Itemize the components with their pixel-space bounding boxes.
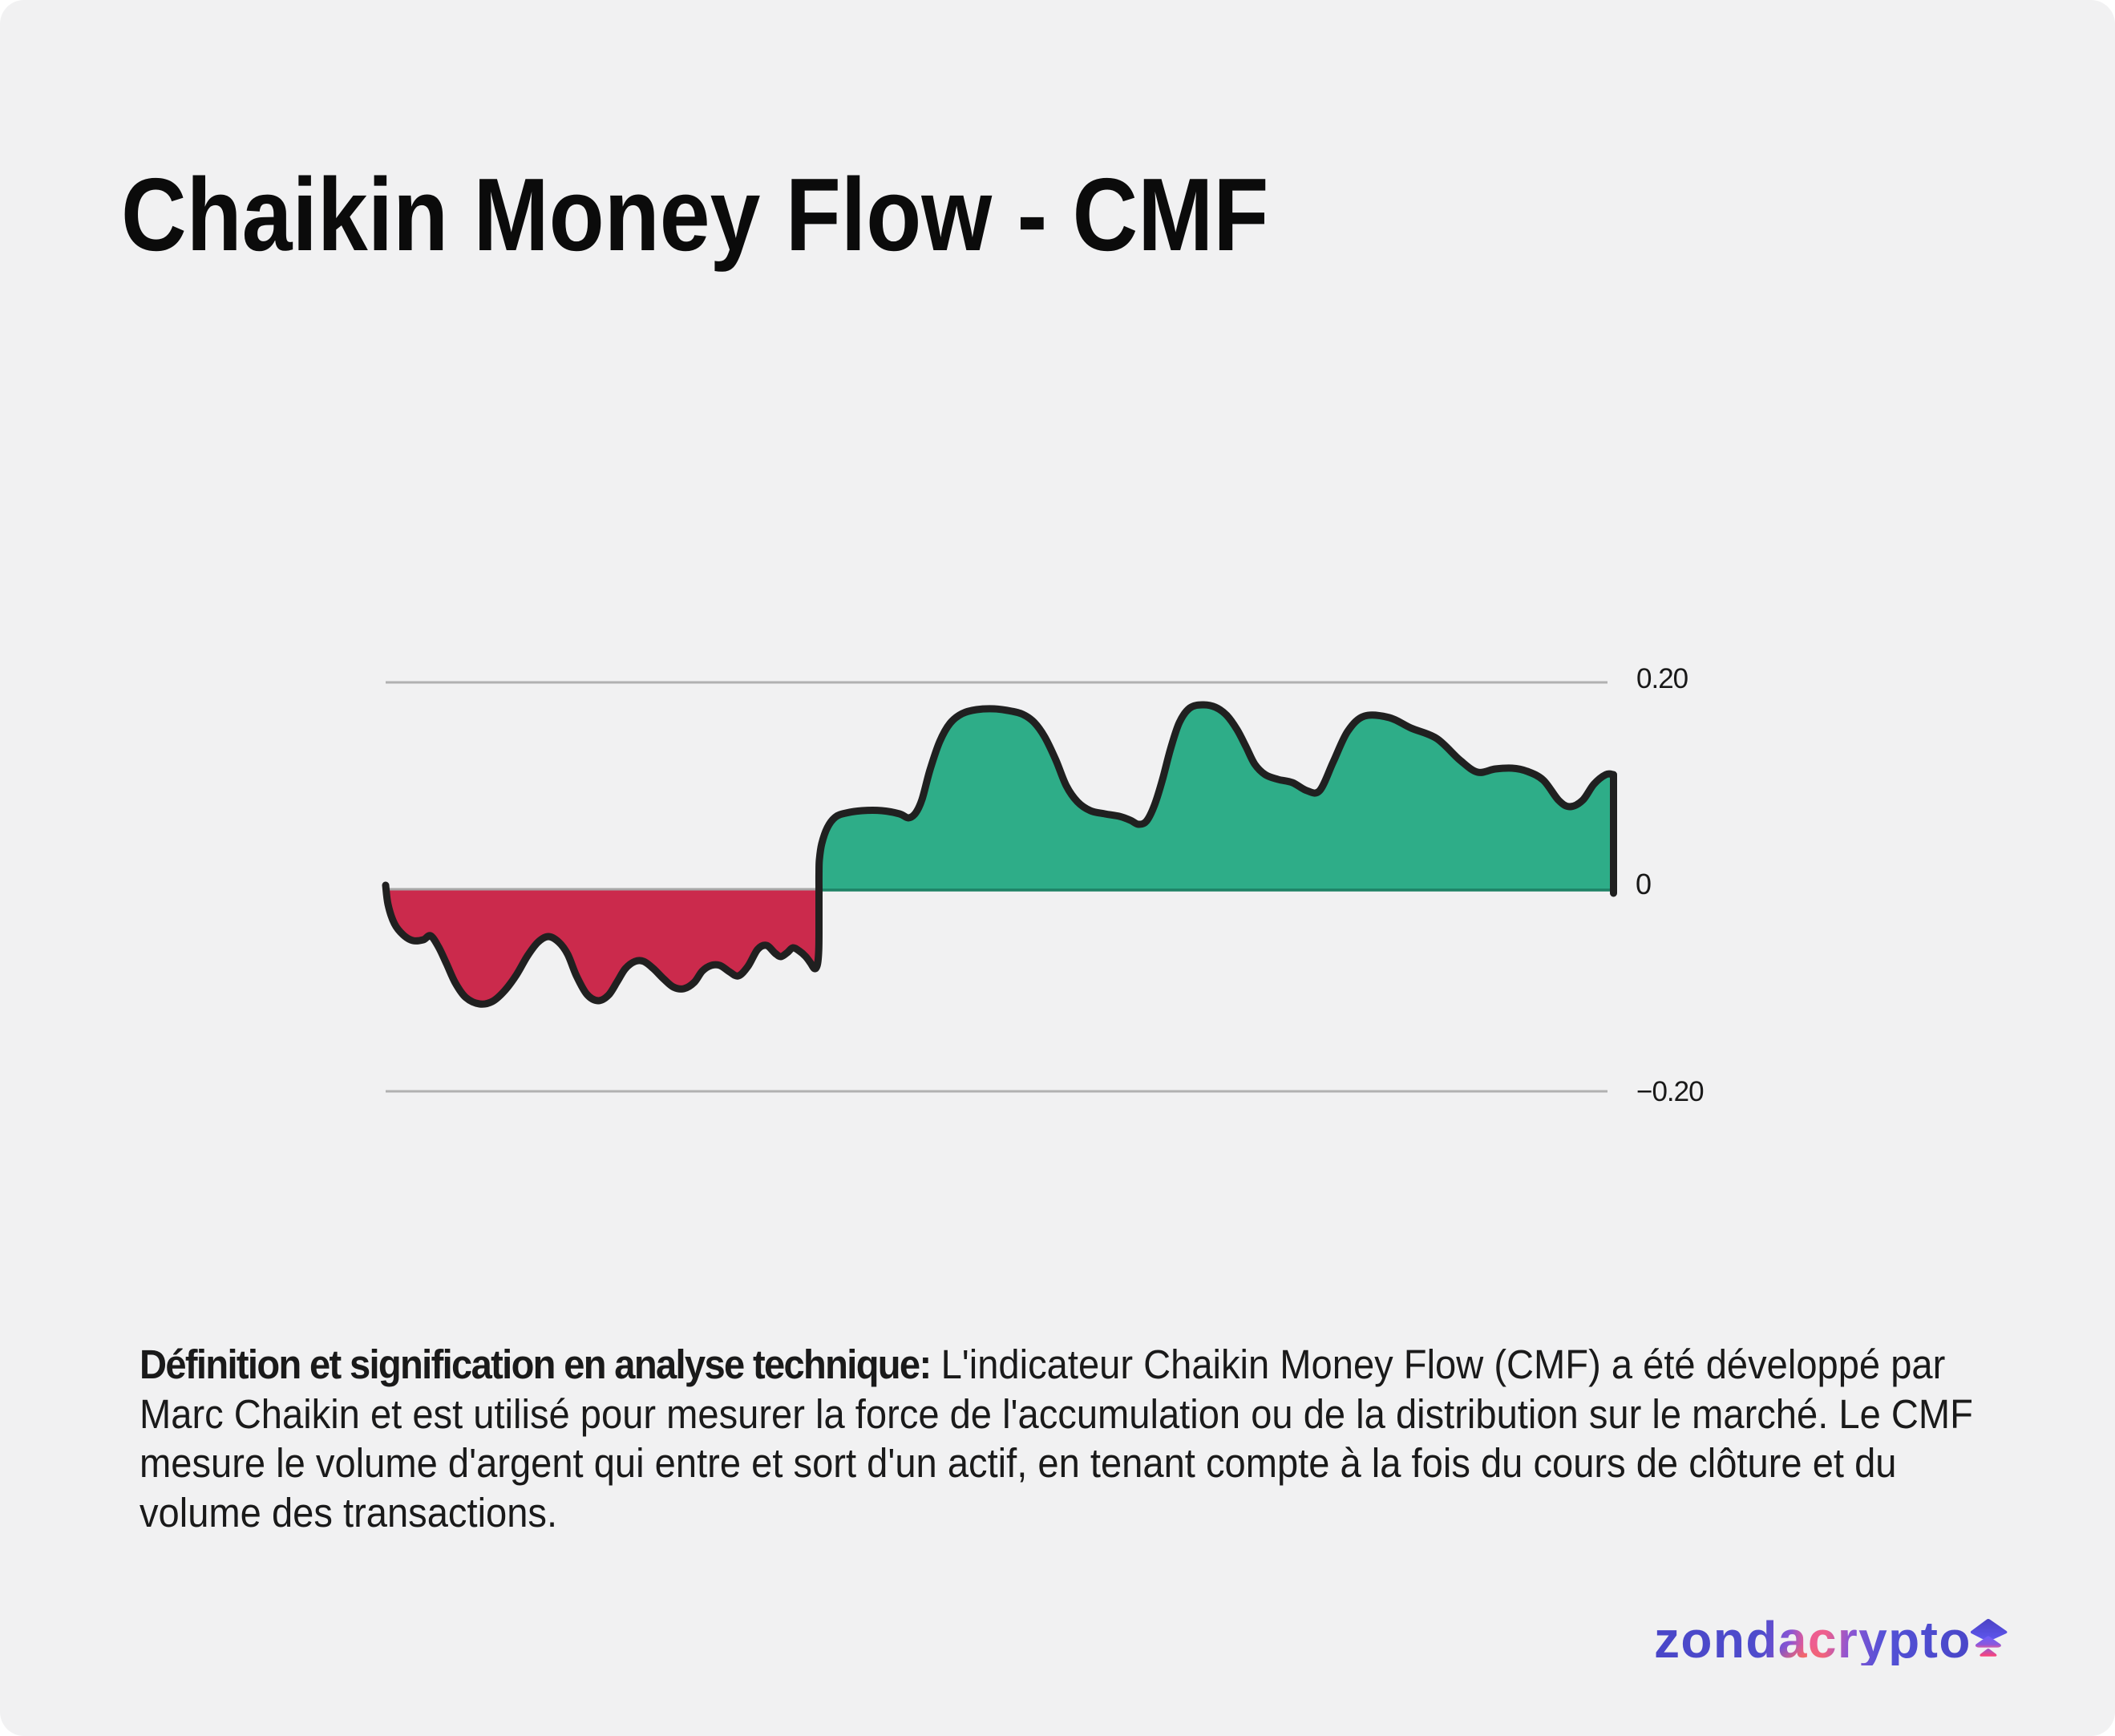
svg-text:0: 0 xyxy=(1636,868,1652,900)
svg-text:−0.20: −0.20 xyxy=(1636,1076,1704,1107)
svg-text:0.20: 0.20 xyxy=(1636,663,1688,694)
